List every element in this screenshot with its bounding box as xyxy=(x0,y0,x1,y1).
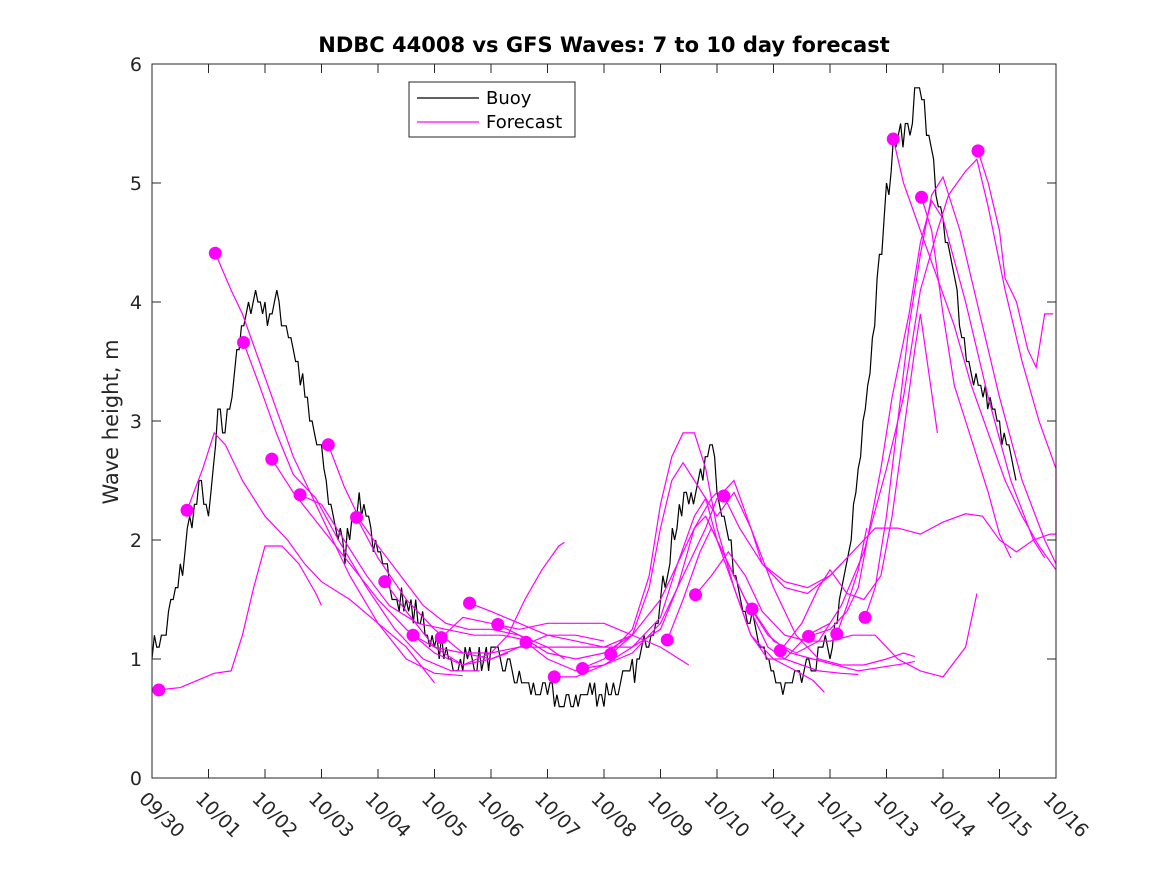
x-tick-label: 10/13 xyxy=(869,788,923,842)
x-tick-label: 10/10 xyxy=(699,788,753,842)
x-tick-label: 10/09 xyxy=(643,788,697,842)
forecast-start-marker-2 xyxy=(180,503,194,517)
forecast-start-marker-15 xyxy=(547,670,561,684)
series-line-forecast-6 xyxy=(299,494,531,642)
forecast-start-marker-23 xyxy=(802,629,816,643)
series-line-forecast-4 xyxy=(242,342,480,672)
series-line-forecast-11 xyxy=(440,616,690,666)
series-line-forecast-25 xyxy=(864,175,1057,618)
y-axis-label: Wave height, m xyxy=(99,339,123,504)
y-tick-label: 0 xyxy=(130,768,142,790)
legend-label-buoy: Buoy xyxy=(486,88,532,109)
x-tick-label: 10/16 xyxy=(1038,788,1092,842)
y-tick-label: 2 xyxy=(130,530,142,552)
forecast-start-marker-11 xyxy=(434,631,448,645)
series-line-forecast-9 xyxy=(384,581,633,666)
forecast-start-marker-14 xyxy=(519,635,533,649)
series-line-forecast-13 xyxy=(497,461,842,660)
forecast-start-marker-27 xyxy=(915,190,929,204)
forecast-start-marker-28 xyxy=(971,144,985,158)
series-line-forecast-14 xyxy=(525,432,831,672)
legend-box xyxy=(408,81,576,138)
forecast-start-marker-19 xyxy=(689,588,703,602)
forecast-start-marker-7 xyxy=(321,438,335,452)
x-tick-label: 10/07 xyxy=(530,788,584,842)
series-line-forecast-23 xyxy=(808,199,1046,637)
forecast-start-marker-9 xyxy=(378,575,392,589)
series-line-forecast-5 xyxy=(271,458,509,666)
x-tick-label: 10/04 xyxy=(360,788,414,842)
x-tick-label: 10/15 xyxy=(982,788,1036,842)
forecast-start-marker-13 xyxy=(491,617,505,631)
x-tick-label: 10/12 xyxy=(812,788,866,842)
forecast-start-marker-12 xyxy=(463,596,477,610)
y-tick-label: 5 xyxy=(130,173,142,195)
forecast-start-marker-22 xyxy=(773,644,787,658)
series-line-forecast-20 xyxy=(723,495,1056,595)
series-line-forecast-22 xyxy=(779,313,938,652)
series-line-forecast-26 xyxy=(892,138,1057,571)
forecast-start-marker-18 xyxy=(660,633,674,647)
series-line-forecast-21 xyxy=(751,157,1057,654)
x-tick-label: 10/05 xyxy=(417,788,471,842)
y-tick-label: 3 xyxy=(130,411,142,433)
series-line-forecast-10 xyxy=(412,541,565,654)
series-line-forecast-1 xyxy=(158,545,323,691)
forecast-start-marker-26 xyxy=(886,132,900,146)
series-line-forecast-27 xyxy=(920,197,1012,559)
forecast-start-marker-3 xyxy=(208,246,222,260)
y-tick-label: 6 xyxy=(130,54,142,76)
series-line-forecast-19 xyxy=(695,550,978,678)
series-line-forecast-24 xyxy=(836,527,868,635)
forecast-start-marker-21 xyxy=(745,602,759,616)
x-tick-label: 09/30 xyxy=(134,788,188,842)
x-tick-label: 10/06 xyxy=(473,788,527,842)
forecast-start-marker-17 xyxy=(604,647,618,661)
y-tick-label: 4 xyxy=(130,292,142,314)
forecast-start-marker-24 xyxy=(830,627,844,641)
x-tick-label: 10/14 xyxy=(925,788,979,842)
x-tick-label: 10/03 xyxy=(304,788,358,842)
y-tick-label: 1 xyxy=(130,649,142,671)
legend: Buoy Forecast xyxy=(408,81,576,138)
x-tick-label: 10/01 xyxy=(191,788,245,842)
x-tick-label: 10/08 xyxy=(586,788,640,842)
forecast-start-marker-16 xyxy=(576,662,590,676)
forecast-start-marker-10 xyxy=(406,628,420,642)
chart-title: NDBC 44008 vs GFS Waves: 7 to 10 day for… xyxy=(318,33,889,57)
series-line-forecast-16 xyxy=(582,479,915,670)
series-line-buoy xyxy=(151,87,1017,708)
forecast-start-marker-20 xyxy=(717,489,731,503)
forecast-start-marker-25 xyxy=(858,610,872,624)
x-tick-label: 10/02 xyxy=(247,788,301,842)
forecast-start-marker-5 xyxy=(265,452,279,466)
forecast-start-marker-4 xyxy=(237,335,251,349)
forecast-start-marker-8 xyxy=(350,510,364,524)
series-line-forecast-28 xyxy=(977,150,1054,370)
series-line-forecast-8 xyxy=(355,517,605,660)
legend-label-forecast: Forecast xyxy=(486,112,562,133)
x-tick-label: 10/11 xyxy=(756,788,810,842)
forecast-start-marker-6 xyxy=(293,488,307,502)
series-line-forecast-3 xyxy=(214,252,463,677)
forecast-start-marker-1 xyxy=(152,683,166,697)
